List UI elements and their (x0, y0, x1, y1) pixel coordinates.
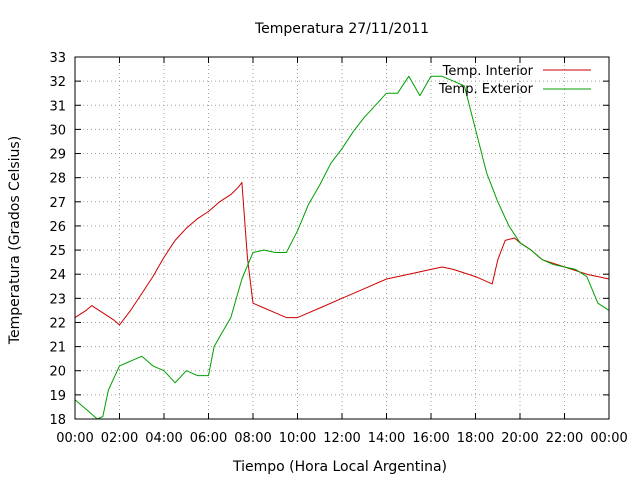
x-tick-label: 10:00 (279, 431, 316, 446)
grid (75, 57, 609, 419)
x-tick-label: 00:00 (56, 431, 93, 446)
y-tick-label: 28 (49, 172, 66, 187)
legend: Temp. Interior Temp. Exterior (438, 64, 591, 97)
series-line-interior (74, 182, 610, 326)
y-tick-label: 29 (49, 148, 66, 163)
y-axis-title: Temperatura (Grados Celsius) (7, 136, 23, 345)
y-tick-label: 26 (49, 220, 66, 235)
x-tick-label: 06:00 (190, 431, 227, 446)
y-tick-label: 31 (49, 99, 66, 114)
y-tick-label: 22 (49, 316, 66, 331)
x-tick-label: 22:00 (546, 431, 583, 446)
x-tick-label: 20:00 (501, 431, 538, 446)
ticks (74, 56, 610, 420)
legend-label-exterior: Temp. Exterior (438, 82, 534, 97)
y-tick-label: 19 (49, 389, 66, 404)
x-tick-label: 02:00 (101, 431, 138, 446)
chart-title: Temperatura 27/11/2011 (254, 21, 429, 37)
x-axis-title: Tiempo (Hora Local Argentina) (232, 459, 447, 475)
series-group (74, 75, 610, 420)
x-tick-label: 18:00 (457, 431, 494, 446)
x-tick-label: 04:00 (145, 431, 182, 446)
legend-label-interior: Temp. Interior (442, 64, 534, 79)
x-tick-label: 08:00 (234, 431, 271, 446)
x-tick-label: 14:00 (368, 431, 405, 446)
y-tick-label: 30 (49, 123, 66, 138)
tick-labels: 00:00 02:00 04:00 06:00 08:00 10:00 12:00 14:00… (49, 51, 627, 446)
y-tick-label: 18 (49, 413, 66, 428)
x-tick-label: 00:00 (590, 431, 627, 446)
y-tick-label: 21 (49, 341, 66, 356)
y-tick-label: 20 (49, 365, 66, 380)
y-tick-label: 27 (49, 196, 66, 211)
y-tick-label: 23 (49, 292, 66, 307)
y-tick-label: 32 (49, 75, 66, 90)
x-tick-label: 12:00 (323, 431, 360, 446)
y-tick-label: 24 (49, 268, 66, 283)
series-line-exterior (74, 75, 610, 420)
y-tick-label: 25 (49, 244, 66, 259)
x-tick-label: 16:00 (412, 431, 449, 446)
y-tick-label: 33 (49, 51, 66, 66)
